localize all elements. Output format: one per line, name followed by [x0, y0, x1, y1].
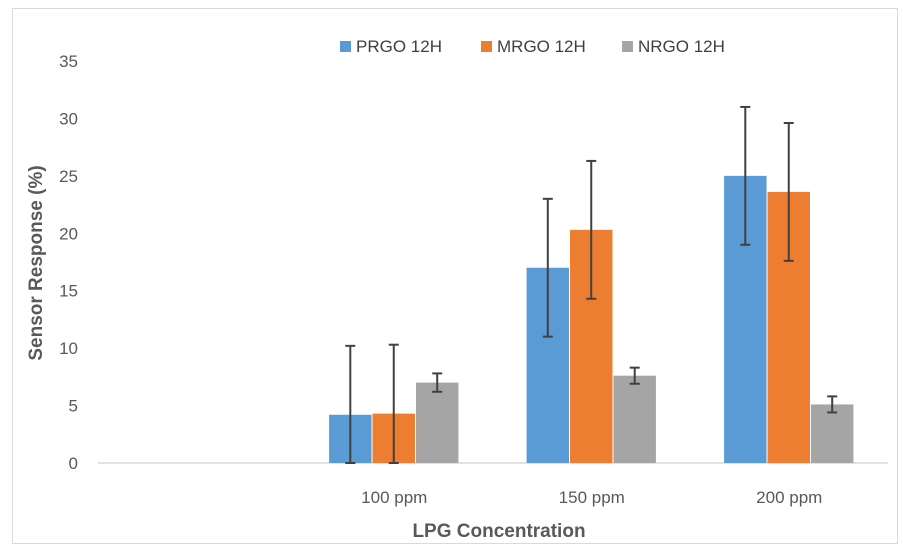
x-axis: 100 ppm 150 ppm 200 ppm — [98, 462, 888, 507]
bar — [613, 375, 656, 463]
y-tick-label: 20 — [59, 224, 78, 243]
y-tick-label: 10 — [59, 339, 78, 358]
y-tick-label: 35 — [59, 52, 78, 71]
legend-label: NRGO 12H — [638, 37, 725, 56]
error-bars — [345, 105, 838, 464]
y-tick-label: 0 — [69, 454, 78, 473]
bar — [810, 404, 854, 463]
legend-swatch — [481, 41, 492, 52]
x-tick-label: 100 ppm — [361, 488, 427, 507]
y-axis-title: Sensor Response (%) — [26, 165, 47, 360]
x-tick-label: 200 ppm — [756, 488, 822, 507]
legend-label: PRGO 12H — [356, 37, 442, 56]
legend: PRGO 12H MRGO 12H NRGO 12H — [340, 37, 725, 56]
y-axis: 0 5 10 15 20 25 30 35 — [59, 52, 78, 473]
legend-swatch — [622, 41, 633, 52]
x-axis-title: LPG Concentration — [412, 521, 585, 542]
y-tick-label: 15 — [59, 282, 78, 301]
y-tick-label: 30 — [59, 109, 78, 128]
legend-label: MRGO 12H — [497, 37, 586, 56]
bar — [415, 382, 459, 463]
y-tick-label: 5 — [69, 397, 78, 416]
legend-swatch — [340, 41, 351, 52]
x-tick-label: 150 ppm — [559, 488, 625, 507]
y-tick-label: 25 — [59, 167, 78, 186]
